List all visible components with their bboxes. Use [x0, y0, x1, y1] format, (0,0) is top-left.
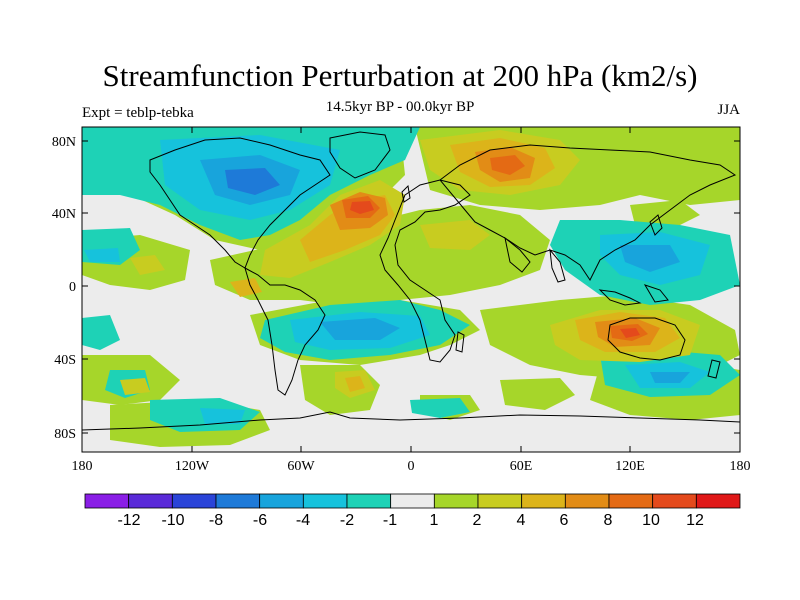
- colorbar-label: 6: [560, 512, 569, 529]
- x-tick-label: 60E: [510, 459, 533, 474]
- colorbar-box: [608, 493, 654, 509]
- colorbar-box: [695, 493, 741, 509]
- y-tick-label: 40N: [52, 207, 76, 222]
- y-tick-label: 80S: [54, 427, 76, 442]
- colorbar-label: -1: [383, 512, 397, 529]
- season-label: JJA: [717, 102, 740, 118]
- y-tick-label: 0: [69, 280, 76, 295]
- colorbar-box: [521, 493, 566, 509]
- x-tick-label: 120E: [615, 459, 645, 474]
- colorbar-box: [84, 493, 130, 509]
- colorbar-box: [390, 493, 435, 509]
- colorbar-box: [564, 493, 610, 509]
- colorbar-label: 1: [430, 512, 439, 529]
- colorbar-label: -12: [117, 512, 140, 529]
- x-axis-ticks: [81, 127, 741, 452]
- y-tick-label: 80N: [52, 135, 76, 150]
- colorbar-label: -8: [209, 512, 223, 529]
- colorbar-label: -6: [253, 512, 267, 529]
- x-tick-label: 180: [72, 459, 93, 474]
- x-tick-label: 0: [408, 459, 415, 474]
- chart-title: Streamfunction Perturbation at 200 hPa (…: [102, 58, 698, 93]
- experiment-label: Expt = teblp-tebka: [82, 105, 194, 121]
- colorbar-label: -2: [340, 512, 354, 529]
- colorbar-label: 8: [604, 512, 613, 529]
- contour-fills: [82, 127, 740, 447]
- colorbar-labels: -12 -10 -8 -6 -4 -2 -1 1 2 4 6 8 10 12: [117, 512, 704, 529]
- x-tick-label: 60W: [287, 459, 315, 474]
- colorbar-box: [128, 493, 173, 509]
- x-tick-label: 180: [730, 459, 751, 474]
- colorbar-box: [477, 493, 523, 509]
- colorbar-label: 10: [642, 512, 660, 529]
- colorbar-label: -4: [296, 512, 310, 529]
- colorbar-box: [346, 493, 392, 509]
- colorbar-label: 4: [517, 512, 526, 529]
- colorbar-box: [215, 493, 261, 509]
- colorbar-box: [302, 493, 348, 509]
- y-tick-label: 40S: [54, 353, 76, 368]
- chart-subtitle: 14.5kyr BP - 00.0kyr BP: [325, 99, 475, 115]
- colorbar-label: 2: [473, 512, 482, 529]
- colorbar-label: -10: [161, 512, 184, 529]
- coastlines: [82, 131, 740, 431]
- colorbar: [84, 493, 741, 509]
- colorbar-label: 12: [686, 512, 704, 529]
- colorbar-box: [259, 493, 304, 509]
- colorbar-box: [433, 493, 479, 509]
- colorbar-box: [171, 493, 217, 509]
- y-axis-ticks: [82, 140, 740, 434]
- colorbar-box: [652, 493, 697, 509]
- x-tick-label: 120W: [175, 459, 210, 474]
